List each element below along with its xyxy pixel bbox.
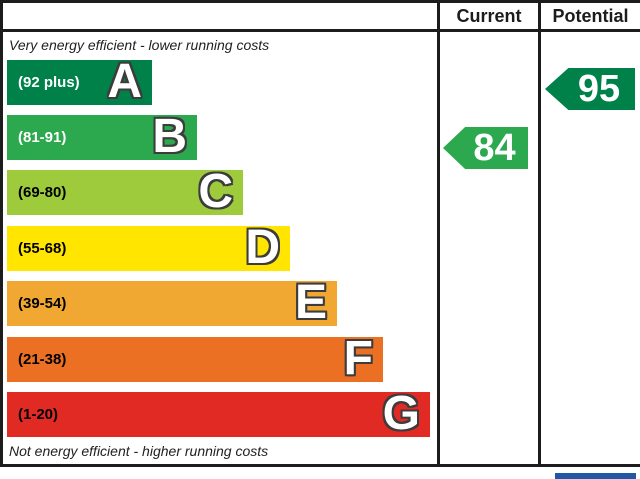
band-letter: D bbox=[245, 220, 280, 274]
band-row-a: (92 plus) A bbox=[7, 54, 152, 108]
potential-rating-arrow: 95 bbox=[545, 68, 635, 110]
top-caption: Very energy efficient - lower running co… bbox=[9, 37, 270, 53]
band-row-f: (21-38) F bbox=[7, 331, 383, 385]
band-range-label: (69-80) bbox=[18, 184, 67, 201]
band-letter: E bbox=[294, 275, 327, 329]
table-top-border bbox=[0, 0, 640, 3]
potential-rating-value: 95 bbox=[577, 68, 621, 110]
current-column-divider bbox=[437, 0, 440, 467]
band-range-label: (21-38) bbox=[18, 351, 67, 368]
band-range-label: (1-20) bbox=[18, 406, 59, 423]
band-row-e: (39-54) E bbox=[7, 275, 337, 329]
band-row-c: (69-80) C bbox=[7, 164, 243, 218]
bottom-caption: Not energy efficient - higher running co… bbox=[9, 443, 269, 459]
band-letter: F bbox=[343, 331, 373, 385]
header-underline bbox=[0, 29, 640, 32]
band-letter: B bbox=[152, 109, 187, 163]
band-row-g: (1-20) G bbox=[7, 386, 430, 440]
current-rating-value: 84 bbox=[473, 127, 516, 169]
current-column-header: Current bbox=[456, 6, 522, 26]
table-bottom-border bbox=[0, 464, 640, 467]
potential-column-header: Potential bbox=[552, 6, 629, 26]
band-letter: A bbox=[107, 54, 142, 108]
potential-column-divider bbox=[538, 0, 541, 467]
band-range-label: (81-91) bbox=[18, 129, 67, 146]
current-rating-arrow: 84 bbox=[443, 127, 528, 169]
eu-directive-logo-partial bbox=[555, 473, 636, 479]
band-range-label: (92 plus) bbox=[18, 74, 80, 91]
band-letter: C bbox=[198, 164, 233, 218]
table-left-border bbox=[0, 0, 3, 467]
band-range-label: (39-54) bbox=[18, 295, 67, 312]
band-letter: G bbox=[382, 386, 420, 440]
band-row-d: (55-68) D bbox=[7, 220, 290, 274]
band-range-label: (55-68) bbox=[18, 240, 67, 257]
band-row-b: (81-91) B bbox=[7, 109, 197, 163]
